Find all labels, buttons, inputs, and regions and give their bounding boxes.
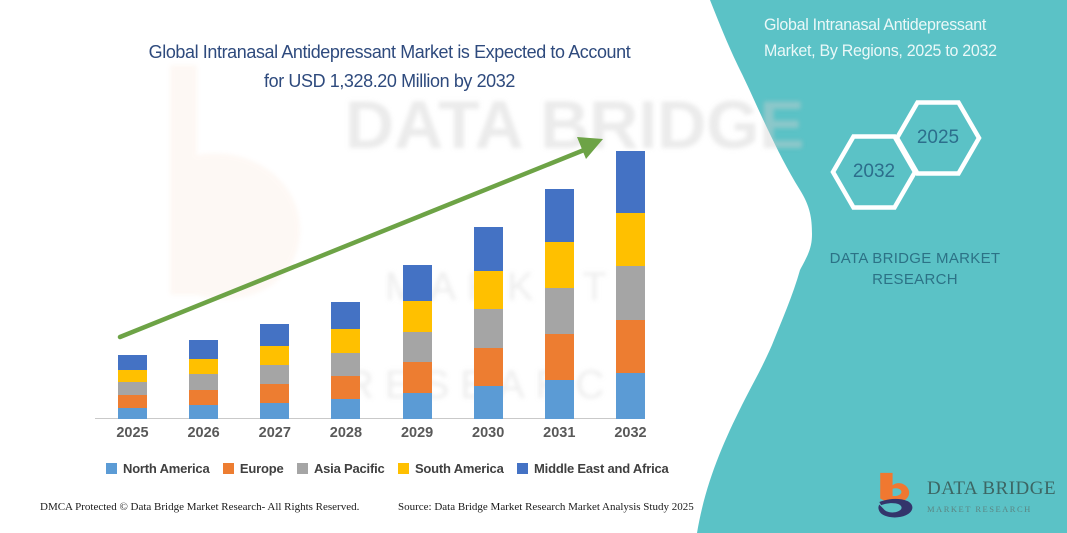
svg-text:2025: 2025	[917, 127, 959, 148]
svg-text:2032: 2032	[853, 161, 895, 182]
